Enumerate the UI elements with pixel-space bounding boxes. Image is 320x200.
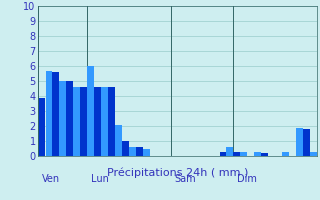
Bar [80, 87, 87, 156]
Bar [254, 152, 261, 156]
Bar [282, 152, 289, 156]
Bar [60, 81, 66, 156]
Bar [101, 87, 108, 156]
Bar [143, 148, 149, 156]
Bar [227, 147, 233, 156]
Bar [240, 152, 247, 156]
Bar [108, 87, 115, 156]
Text: Sam: Sam [174, 174, 196, 184]
Text: Dim: Dim [237, 174, 257, 184]
Bar [220, 152, 226, 156]
Bar [45, 71, 52, 156]
Bar [296, 128, 303, 156]
Bar [129, 147, 136, 156]
Bar [310, 152, 316, 156]
Bar [94, 87, 101, 156]
X-axis label: Précipitations 24h ( mm ): Précipitations 24h ( mm ) [107, 167, 248, 178]
Bar [234, 152, 240, 156]
Text: Lun: Lun [91, 174, 108, 184]
Bar [115, 124, 122, 156]
Bar [87, 66, 94, 156]
Bar [122, 141, 129, 156]
Bar [261, 153, 268, 156]
Bar [67, 81, 73, 156]
Bar [52, 72, 59, 156]
Bar [303, 129, 310, 156]
Text: Ven: Ven [42, 174, 60, 184]
Bar [39, 98, 45, 156]
Bar [73, 87, 80, 156]
Bar [136, 147, 143, 156]
